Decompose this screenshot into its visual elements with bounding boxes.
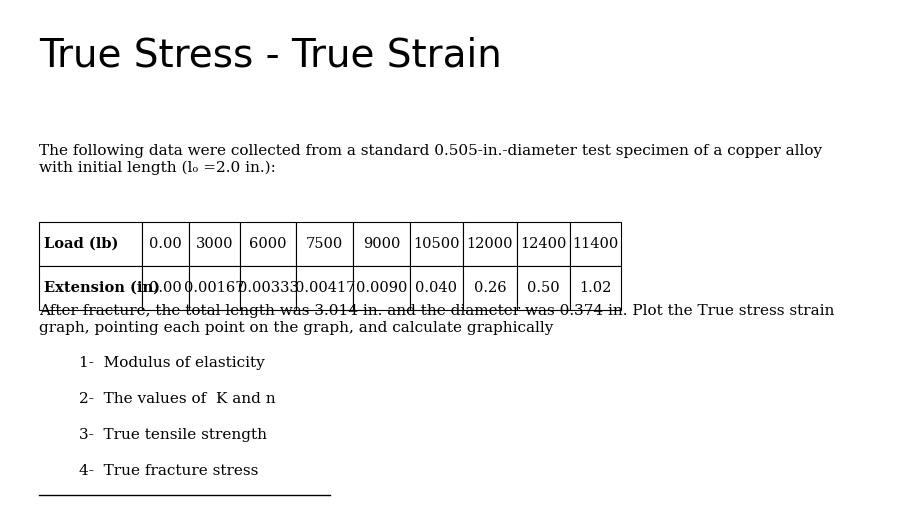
- Bar: [240, 222, 296, 266]
- Bar: [463, 222, 517, 266]
- Bar: [410, 266, 463, 310]
- Bar: [353, 266, 410, 310]
- Bar: [189, 266, 240, 310]
- Text: 0.00417: 0.00417: [294, 281, 355, 295]
- Text: 12400: 12400: [520, 237, 567, 251]
- Text: 0.26: 0.26: [474, 281, 507, 295]
- Bar: [296, 266, 353, 310]
- Text: 1-  Modulus of elasticity: 1- Modulus of elasticity: [78, 356, 264, 370]
- Bar: [296, 222, 353, 266]
- Bar: [141, 266, 189, 310]
- Bar: [39, 222, 141, 266]
- Text: 10500: 10500: [414, 237, 460, 251]
- Text: 6000: 6000: [250, 237, 287, 251]
- Text: 0.040: 0.040: [415, 281, 457, 295]
- Bar: [240, 266, 296, 310]
- Text: True Stress - True Strain: True Stress - True Strain: [39, 36, 502, 74]
- Bar: [463, 266, 517, 310]
- Text: 1.02: 1.02: [579, 281, 612, 295]
- Text: 12000: 12000: [466, 237, 513, 251]
- Bar: [410, 222, 463, 266]
- Text: 4-  True fracture stress: 4- True fracture stress: [78, 464, 258, 478]
- Bar: [189, 222, 240, 266]
- Text: 0.00: 0.00: [148, 237, 181, 251]
- Text: Extension (in): Extension (in): [44, 281, 160, 295]
- Text: 9000: 9000: [363, 237, 400, 251]
- Bar: [141, 222, 189, 266]
- Text: 0.0090: 0.0090: [355, 281, 407, 295]
- Bar: [517, 266, 570, 310]
- Bar: [517, 222, 570, 266]
- Text: 0.00167: 0.00167: [184, 281, 244, 295]
- Text: Load (lb): Load (lb): [44, 237, 118, 251]
- Text: After fracture, the total length was 3.014 in. and the diameter was 0.374 in. Pl: After fracture, the total length was 3.0…: [39, 304, 834, 335]
- Text: The following data were collected from a standard 0.505-in.-diameter test specim: The following data were collected from a…: [39, 144, 823, 175]
- Bar: [353, 222, 410, 266]
- Bar: [39, 266, 141, 310]
- Text: 3000: 3000: [196, 237, 233, 251]
- Text: 0.00: 0.00: [148, 281, 181, 295]
- Text: 0.00333: 0.00333: [238, 281, 299, 295]
- Text: 0.50: 0.50: [527, 281, 559, 295]
- Text: 2-  The values of  K and n: 2- The values of K and n: [78, 392, 275, 406]
- Bar: [570, 266, 621, 310]
- Text: 11400: 11400: [572, 237, 619, 251]
- Text: 7500: 7500: [306, 237, 343, 251]
- Bar: [570, 222, 621, 266]
- Text: 3-  True tensile strength: 3- True tensile strength: [78, 428, 267, 442]
